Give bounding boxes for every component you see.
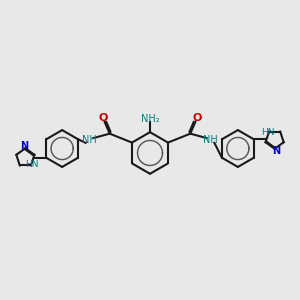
- Text: HN: HN: [26, 160, 39, 169]
- Text: HN: HN: [261, 128, 274, 137]
- Text: O: O: [98, 112, 107, 123]
- Text: NH: NH: [82, 136, 97, 146]
- Text: N: N: [272, 146, 280, 157]
- Text: NH: NH: [203, 136, 218, 146]
- Text: NH₂: NH₂: [141, 114, 159, 124]
- Text: O: O: [193, 112, 202, 123]
- Text: N: N: [20, 140, 28, 151]
